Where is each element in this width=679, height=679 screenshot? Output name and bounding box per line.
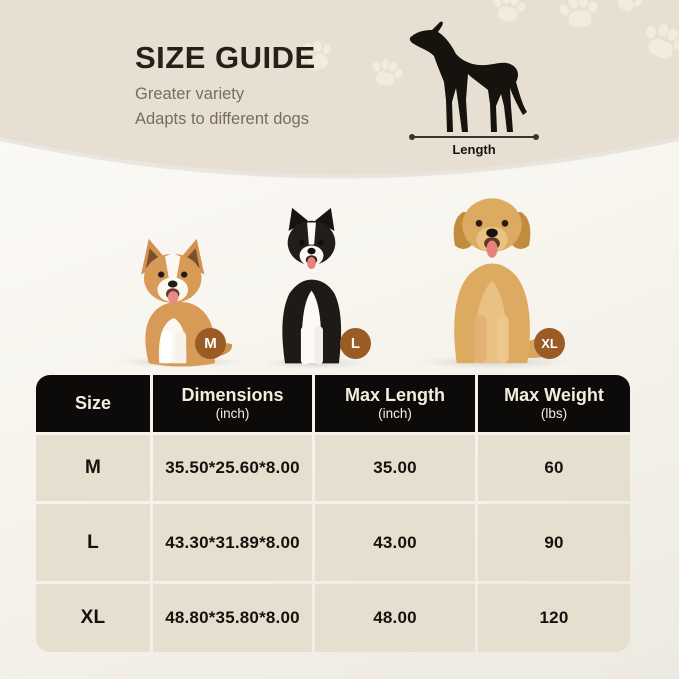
size-table: Size Dimensions (inch) Max Length (inch)… bbox=[36, 375, 630, 652]
page-subtitle: Greater variety Adapts to different dogs bbox=[135, 82, 415, 132]
paw-print-icon bbox=[609, 0, 647, 17]
corgi-image bbox=[141, 238, 233, 367]
cell-max-length-m: 35.00 bbox=[315, 435, 475, 501]
cell-max-weight-l: 90 bbox=[478, 504, 630, 581]
column-header-dimensions: Dimensions (inch) bbox=[153, 375, 312, 432]
paw-print-icon bbox=[555, 0, 602, 30]
page-title: SIZE GUIDE bbox=[135, 40, 316, 75]
cell-dimensions-m: 35.50*25.60*8.00 bbox=[153, 435, 312, 501]
cell-max-weight-xl: 120 bbox=[478, 584, 630, 652]
cell-dimensions-l: 43.30*31.89*8.00 bbox=[153, 504, 312, 581]
subtitle-line-2: Adapts to different dogs bbox=[135, 109, 309, 128]
length-measure: Length bbox=[409, 134, 539, 157]
size-badge-l: L bbox=[340, 328, 371, 359]
column-header-max-length: Max Length (inch) bbox=[315, 375, 475, 432]
cell-max-weight-m: 60 bbox=[478, 435, 630, 501]
cell-max-length-xl: 48.00 bbox=[315, 584, 475, 652]
paw-print-icon bbox=[637, 17, 679, 65]
cell-size-xl: XL bbox=[36, 584, 150, 652]
size-badge-m: M bbox=[195, 328, 226, 359]
standing-dog-silhouette-icon bbox=[409, 21, 527, 132]
title-block: SIZE GUIDE Greater variety Adapts to dif… bbox=[135, 40, 415, 132]
column-header-size: Size bbox=[36, 375, 150, 432]
golden-retriever-image bbox=[453, 198, 555, 364]
size-badge-xl: XL bbox=[534, 328, 565, 359]
subtitle-line-1: Greater variety bbox=[135, 85, 245, 103]
cell-size-m: M bbox=[36, 435, 150, 501]
cell-max-length-l: 43.00 bbox=[315, 504, 475, 581]
border-collie-image bbox=[282, 207, 342, 365]
cell-size-l: L bbox=[36, 504, 150, 581]
length-measure-line bbox=[409, 134, 539, 140]
length-label: Length bbox=[452, 142, 496, 157]
cell-dimensions-xl: 48.80*35.80*8.00 bbox=[153, 584, 312, 652]
column-header-max-weight: Max Weight (lbs) bbox=[478, 375, 630, 432]
